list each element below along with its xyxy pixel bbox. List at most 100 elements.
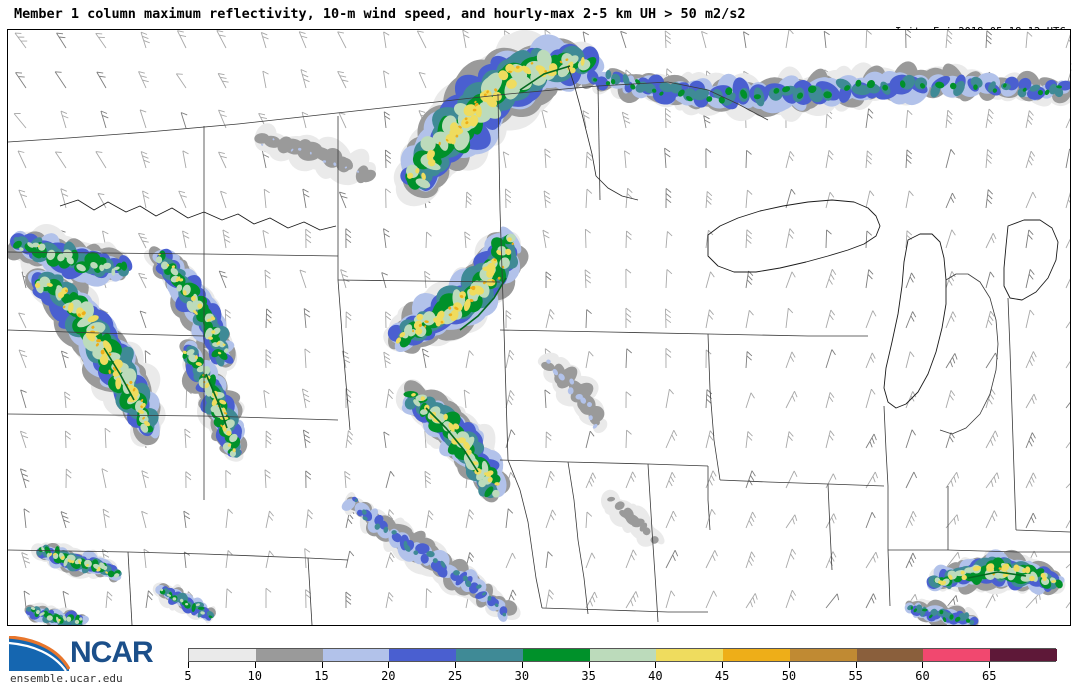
wind-barb xyxy=(1065,563,1070,569)
reflectivity-cell xyxy=(569,378,575,385)
map-panel[interactable] xyxy=(7,29,1071,626)
reflectivity-cell xyxy=(669,82,682,94)
wind-barb xyxy=(945,229,956,249)
wind-barb xyxy=(785,30,794,49)
reflectivity-cell xyxy=(992,88,998,93)
colorbar-swatches[interactable] xyxy=(188,648,1057,662)
reflectivity-cell xyxy=(949,82,957,90)
wind-barb xyxy=(625,549,637,569)
wind-barb xyxy=(625,268,632,289)
reflectivity-cell xyxy=(486,262,496,274)
colorbar-label-60: 60 xyxy=(915,669,930,683)
wind-barb xyxy=(545,551,553,569)
reflectivity-cell xyxy=(19,247,24,252)
wind-barb xyxy=(665,429,678,449)
wind-barb xyxy=(182,150,189,169)
reflectivity-cell xyxy=(465,121,469,125)
reflectivity-cell xyxy=(309,151,312,155)
wind-barb xyxy=(64,430,71,449)
wind-barb xyxy=(220,190,227,209)
wind-barb xyxy=(338,112,347,129)
wind-barb xyxy=(865,352,876,369)
wind-barb xyxy=(625,230,632,249)
wind-barb xyxy=(385,592,394,609)
reflectivity-cell xyxy=(137,409,145,414)
wind-barb xyxy=(745,431,753,449)
wind-barb xyxy=(785,188,796,209)
ncar-logo[interactable]: NCAR ensemble.ucar.edu xyxy=(6,635,171,687)
updraft-helicity-track xyxy=(425,407,479,473)
wind-barb xyxy=(544,389,551,409)
reflectivity-cell xyxy=(450,309,459,321)
wind-barb xyxy=(585,552,596,569)
wind-barb xyxy=(665,549,679,569)
reflectivity-cell xyxy=(505,63,515,74)
wind-barb xyxy=(383,111,391,129)
wind-barb xyxy=(705,470,717,489)
wind-barb xyxy=(825,551,837,569)
wind-barb xyxy=(101,468,108,489)
wind-barb xyxy=(945,271,956,289)
reflectivity-cell xyxy=(391,530,397,535)
weather-map[interactable] xyxy=(8,30,1070,625)
wind-barb xyxy=(175,73,187,89)
reflectivity-cell xyxy=(706,96,713,102)
reflectivity-cell xyxy=(507,237,512,242)
wind-barb xyxy=(865,30,872,49)
wind-barb xyxy=(823,30,830,49)
wind-barb xyxy=(905,109,913,129)
wind-barb xyxy=(95,32,107,49)
wind-barb xyxy=(345,228,352,249)
wind-barb xyxy=(785,390,798,409)
reflectivity-cell xyxy=(204,327,214,340)
reflectivity-cell xyxy=(693,88,710,101)
wind-barb xyxy=(1025,309,1035,329)
wind-barb xyxy=(96,71,107,89)
wind-barb xyxy=(625,591,639,609)
wind-barb xyxy=(985,388,996,409)
wind-barb xyxy=(300,69,310,89)
reflectivity-cell xyxy=(567,387,574,395)
reflectivity-cell xyxy=(134,400,144,413)
reflectivity-cell xyxy=(440,560,446,568)
colorbar-label-50: 50 xyxy=(781,669,797,683)
wind-barb xyxy=(262,70,269,89)
colorbar[interactable]: 5 10 15 20 25 30 35 40 45 50 55 60 65 xyxy=(184,648,1057,688)
wind-barb xyxy=(305,228,312,249)
lake-huron xyxy=(1003,219,1059,301)
reflectivity-cell xyxy=(130,386,139,397)
colorbar-swatch-5 xyxy=(189,649,256,661)
reflectivity-cell xyxy=(429,150,435,159)
reflectivity-cell xyxy=(455,571,468,586)
wind-barb xyxy=(825,430,835,449)
reflectivity-cell xyxy=(34,282,41,289)
wind-barb xyxy=(705,148,712,169)
wind-barb xyxy=(264,469,271,489)
reflectivity-cell xyxy=(484,486,494,498)
wind-barb xyxy=(905,391,917,409)
reflectivity-cell xyxy=(166,264,170,267)
reflectivity-cell xyxy=(483,93,487,97)
reflectivity-cell xyxy=(556,366,578,389)
colorbar-ticks xyxy=(188,662,1056,668)
wind-barb xyxy=(182,230,190,249)
wind-barb xyxy=(1025,393,1037,409)
reflectivity-cell xyxy=(356,509,364,517)
wind-barb xyxy=(865,190,875,209)
wind-barb xyxy=(745,149,752,169)
reflectivity-cell xyxy=(223,412,228,415)
wind-barb xyxy=(585,188,593,209)
colorbar-label-40: 40 xyxy=(648,669,663,683)
reflectivity-cell xyxy=(486,90,489,94)
reflectivity-cell xyxy=(420,396,426,401)
wind-barb xyxy=(705,271,715,289)
reflectivity-cell xyxy=(586,402,592,407)
wind-barb xyxy=(825,349,836,369)
wind-barb xyxy=(65,468,72,489)
wind-barb xyxy=(825,309,836,329)
wind-barb xyxy=(985,233,997,249)
wind-barb xyxy=(178,190,187,209)
reflectivity-cell xyxy=(970,76,983,88)
wind-barb xyxy=(945,149,956,169)
reflectivity-cell xyxy=(605,70,612,80)
